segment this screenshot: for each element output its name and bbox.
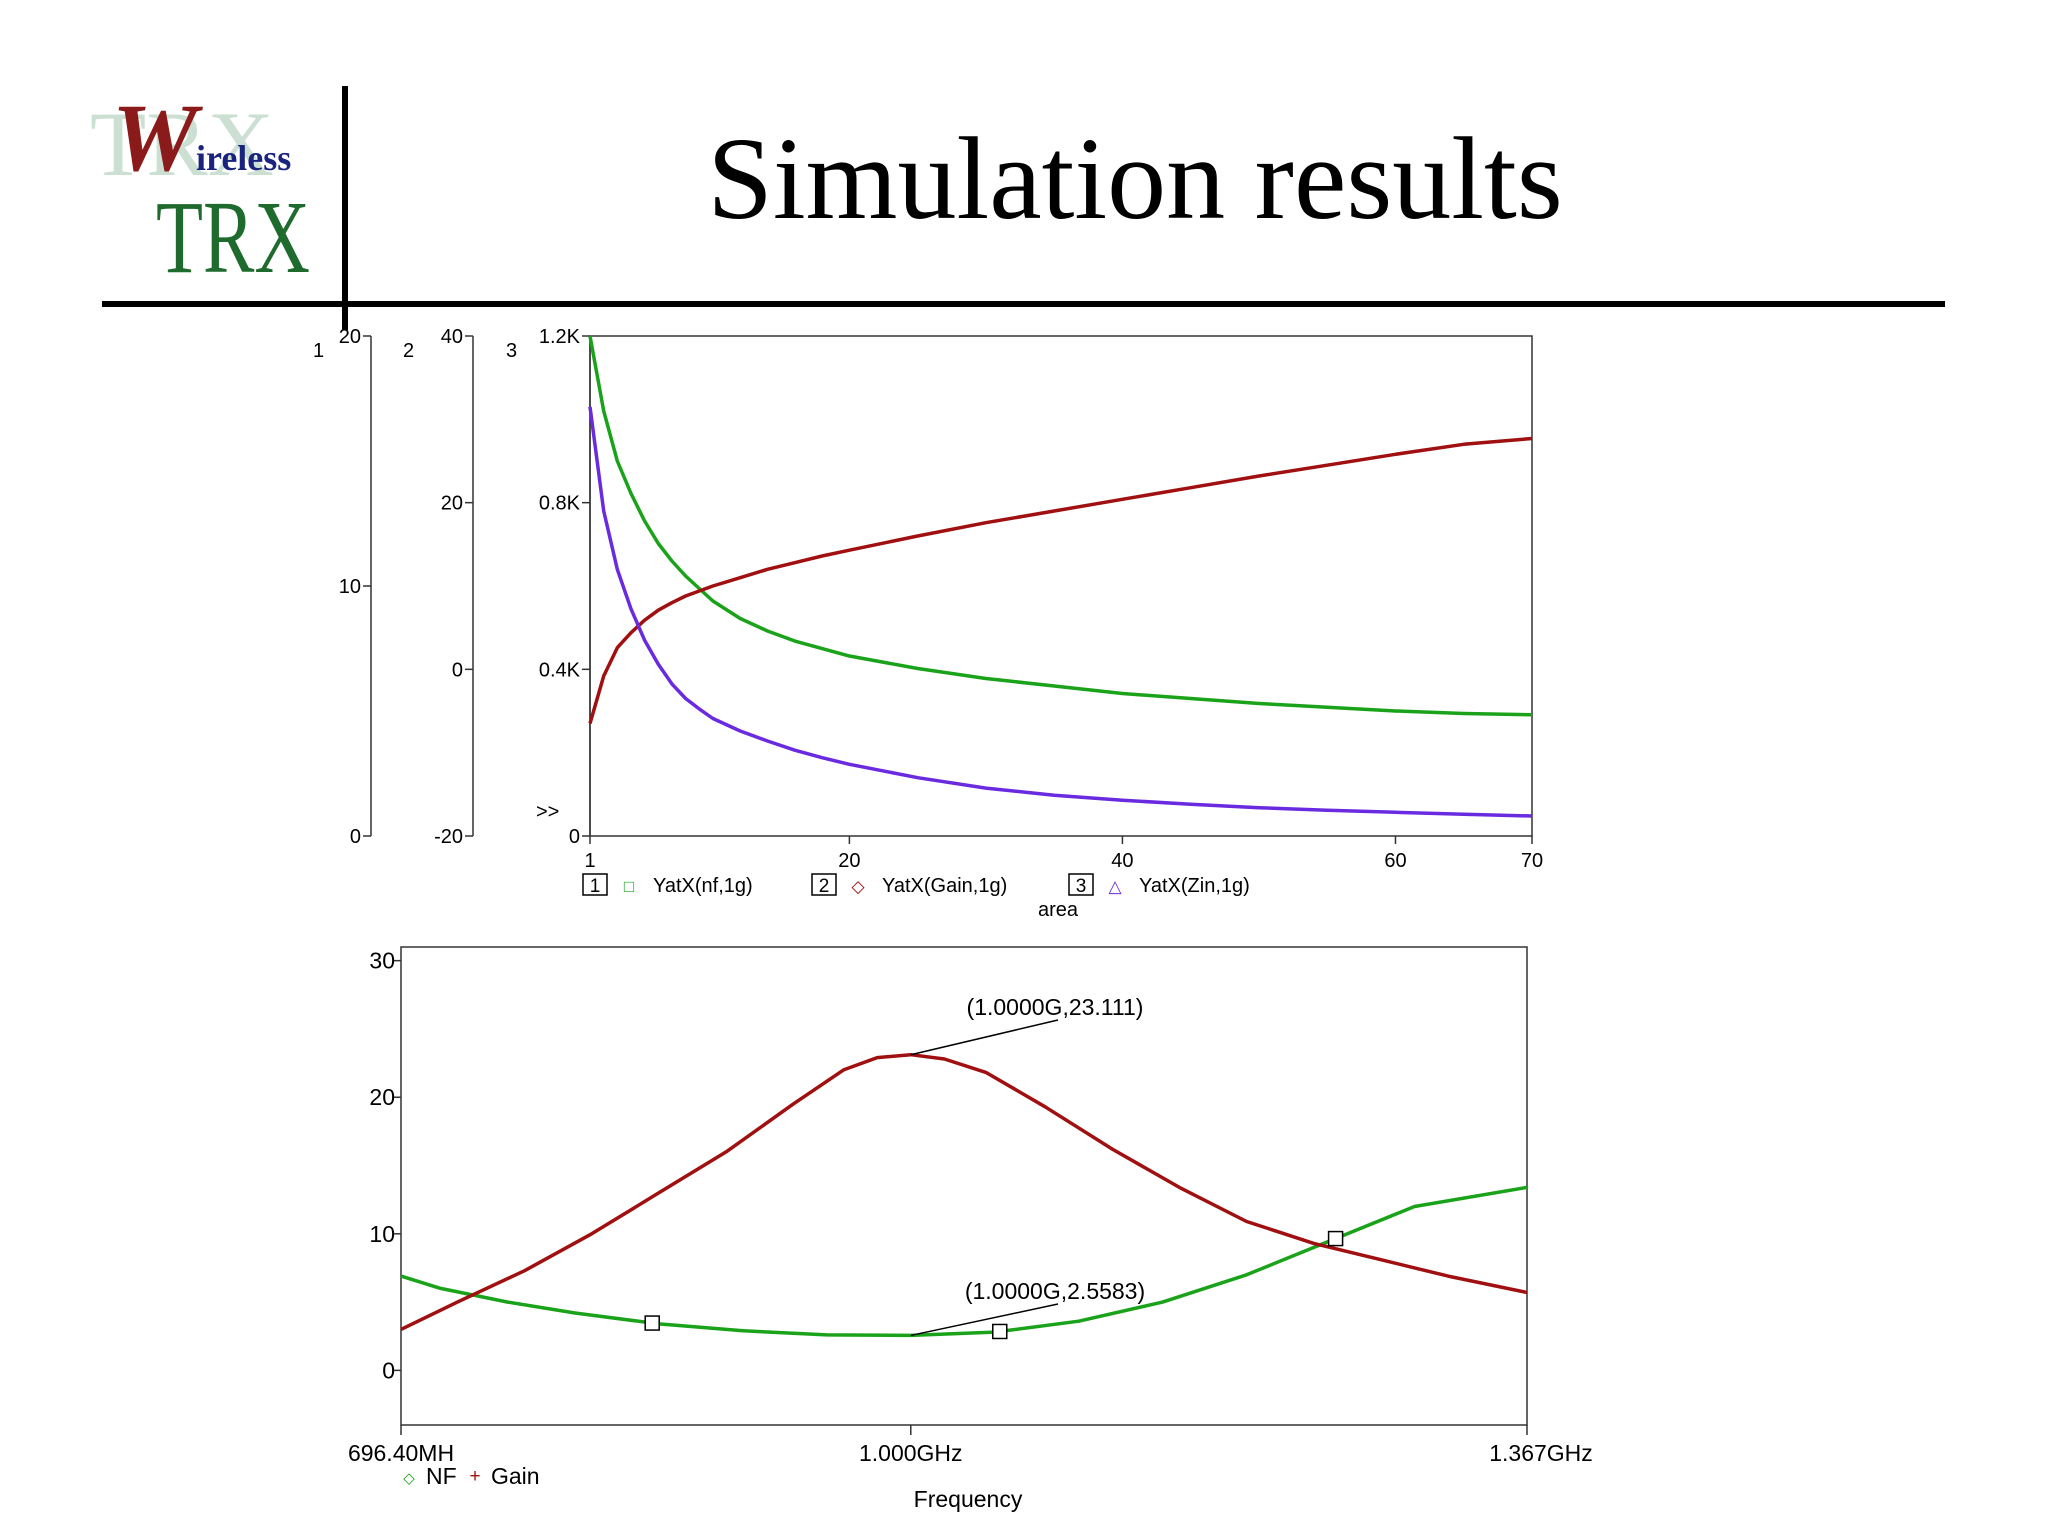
- chart1-legend-symbol: ◇: [851, 877, 865, 896]
- chart2-y-tick-label: 10: [369, 1221, 395, 1247]
- chart1-plot-frame: [589, 335, 1533, 837]
- chart2-plot-frame: [400, 946, 1528, 1426]
- chart1-x-tick-label: 70: [1521, 850, 1543, 872]
- chart1-axis-1-tick-label: 20: [339, 326, 361, 348]
- chart1-legend-symbol: □: [624, 877, 634, 896]
- chart1-x-tick-label: 1: [584, 850, 595, 872]
- chart1-series-YatX(Zin,1g): [588, 406, 1533, 818]
- chart2-nf-marker: [644, 1315, 660, 1331]
- chart1-legend-label: YatX(Gain,1g): [882, 875, 1007, 897]
- chart1-legend-symbol: △: [1108, 877, 1122, 896]
- chart1-axis-2-tick-label: -20: [434, 826, 463, 848]
- chart1-series-YatX(Gain,1g): [588, 436, 1533, 724]
- chart1-axis-2-tick-label: 40: [441, 326, 463, 348]
- chart1-axis-1-tick-label: 10: [339, 576, 361, 598]
- chart2-legend-nf-label: NF: [426, 1463, 457, 1489]
- chart2-annotation-leader: [910, 1019, 1059, 1056]
- chart1-legend-label: YatX(nf,1g): [653, 875, 753, 897]
- chart1-axis-3-tick-label: 0: [569, 826, 580, 848]
- chart2-y-tick-label: 30: [369, 948, 395, 974]
- logo-brand-trx: TRX: [156, 180, 310, 295]
- chart1-axis-3-id: 3: [506, 340, 517, 362]
- logo-watermark: TRX: [90, 93, 274, 195]
- chart2-annotation-leader: [910, 1303, 1059, 1337]
- chart1-legend-label: YatX(Zin,1g): [1139, 875, 1250, 897]
- chart2-annotation-label: (1.0000G,2.5583): [965, 1278, 1145, 1304]
- chart2-y-tick-label: 20: [369, 1084, 395, 1110]
- chart1-x-axis: 1 20 40 60 70: [584, 836, 1543, 872]
- chart1-axis-2-id: 2: [403, 340, 414, 362]
- chart1-axis-3-tick-label: 0.8K: [539, 493, 581, 515]
- logo: TRX W ireless TRX: [90, 84, 310, 295]
- chart1-series: [588, 335, 1533, 818]
- logo-word-ireless: ireless: [196, 138, 291, 178]
- chart2-legend: ◇ NF + Gain: [403, 1463, 539, 1489]
- chart1-x-tick-label: 20: [838, 850, 860, 872]
- chart2-series-Gain: [400, 1052, 1528, 1331]
- chart1-legend-axis-box: [1068, 873, 1094, 896]
- chart1-legend-axis-id: 3: [1076, 876, 1087, 897]
- logo-letter-w: W: [112, 84, 203, 191]
- page-title: Simulation results: [707, 113, 1563, 244]
- chart2-x-tick-label: 1.367GHz: [1489, 1440, 1593, 1466]
- chart1-axis-marker: >>: [536, 801, 559, 823]
- chart2-legend-nf-symbol: ◇: [403, 1470, 415, 1487]
- chart1-x-label: area: [1038, 899, 1079, 921]
- chart2-y-tick-label: 0: [382, 1357, 395, 1383]
- chart2-legend-gain-symbol: +: [469, 1466, 480, 1487]
- chart2-x-tick-label: 1.000GHz: [859, 1440, 963, 1466]
- chart1-axis-3-tick-label: 0.4K: [539, 659, 581, 681]
- chart1-series-YatX(nf,1g): [588, 335, 1533, 717]
- chart2-series-NF: [400, 1185, 1528, 1338]
- chart2-nf-marker: [1327, 1230, 1344, 1247]
- chart2-x-label: Frequency: [914, 1486, 1023, 1512]
- chart2-x-tick-label: 696.40MH: [348, 1440, 454, 1466]
- chart2-y-axis: 0 10 20 30: [369, 948, 401, 1383]
- chart2-annotations: (1.0000G,23.111) (1.0000G,2.5583): [910, 994, 1145, 1337]
- chart1-axis-1-id: 1: [313, 340, 324, 362]
- chart1-axis-3-tick-label: 1.2K: [539, 326, 581, 348]
- chart1-legend-axis-box: [811, 873, 837, 896]
- chart1-legend-axis-box: [582, 873, 608, 896]
- chart1-axis-2-tick-label: 0: [452, 659, 463, 681]
- chart1-legend-axis-id: 1: [590, 876, 601, 897]
- chart2-legend-gain-label: Gain: [491, 1463, 540, 1489]
- chart2-x-axis: 696.40MH 1.000GHz 1.367GHz: [348, 1425, 1593, 1466]
- chart1-axis-2-tick-label: 20: [441, 493, 463, 515]
- chart1-x-tick-label: 40: [1111, 850, 1133, 872]
- chart2-nf-marker: [992, 1323, 1008, 1340]
- frequency-sweep-chart: 0 10 20 30 696.40MH 1.000GHz 1.367GHz (1.0000…: [348, 946, 1593, 1512]
- chart1-legend: 1 □ YatX(nf,1g) 2 ◇ YatX(Gain,1g) 3 △ YatX(Zin,1…: [582, 873, 1250, 897]
- chart1-x-tick-label: 60: [1384, 850, 1406, 872]
- chart1-axis-1-tick-label: 0: [350, 826, 361, 848]
- chart1-legend-axis-id: 2: [819, 876, 830, 897]
- chart2-annotation-label: (1.0000G,23.111): [967, 994, 1144, 1020]
